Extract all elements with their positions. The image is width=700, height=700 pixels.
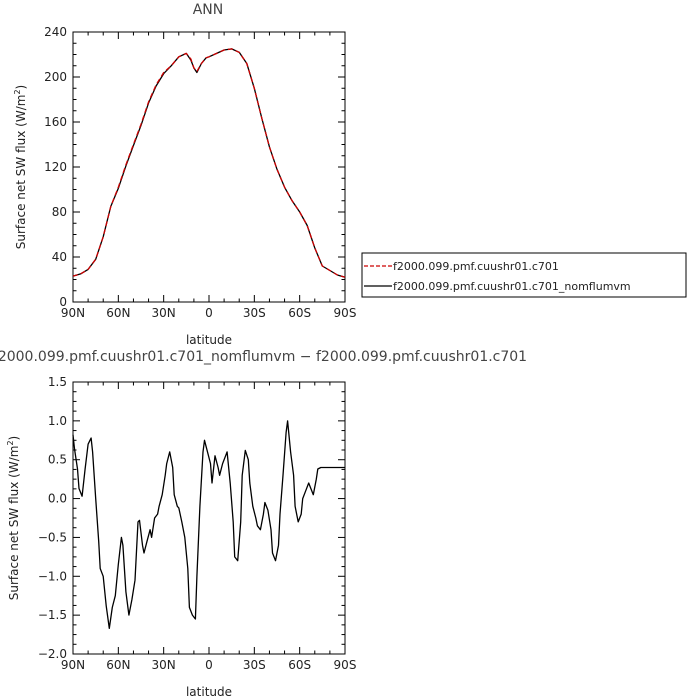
chart-top-ylabel-end: ) — [14, 85, 28, 90]
chart-top-xtick-label-0: 90N — [61, 306, 85, 320]
chart-bottom-x-ticks: 90N 60N 30N 0 30S 60S 90S — [61, 382, 357, 672]
legend-label-1: f2000.099.pmf.cuushr01.c701_nomflumvm — [393, 280, 631, 293]
chart-top-ytick-label-6: 240 — [44, 25, 67, 39]
chart-bottom-ytick-label-3: −0.5 — [38, 530, 67, 544]
chart-bottom-xlabel: latitude — [186, 685, 232, 699]
chart-bottom-xtick-label-2: 30N — [152, 658, 176, 672]
chart-bottom-ylabel-sup: 2 — [6, 440, 15, 445]
chart-top-ylabel-main: Surface net SW flux (W/m — [14, 95, 28, 250]
chart-top-x-ticks: 90N 60N 30N 0 30S 60S 90S — [61, 32, 357, 320]
chart-top-xtick-label-4: 30S — [243, 306, 266, 320]
chart-bottom-xtick-label-3: 0 — [205, 658, 213, 672]
chart-top-series-line-0 — [72, 48, 346, 278]
chart-bottom-ylabel-end: ) — [7, 436, 21, 441]
chart-top-ytick-label-1: 40 — [52, 250, 67, 264]
chart-top-ytick-label-0: 0 — [59, 295, 67, 309]
chart-top-ytick-label-5: 200 — [44, 70, 67, 84]
chart-bottom-xtick-label-6: 90S — [334, 658, 357, 672]
chart-bottom-title: f2000.099.pmf.cuushr01.c701_nomflumvm − … — [0, 349, 527, 365]
chart-top-ytick-label-4: 160 — [44, 115, 67, 129]
chart-bottom-ytick-label-5: 0.5 — [48, 453, 67, 467]
chart-top: ANN 90N 60N 30N 0 30S 60S 90S 0 40 80 120 160 200 24… — [13, 2, 687, 347]
chart-top-xtick-label-2: 30N — [152, 306, 176, 320]
chart-top-xtick-label-5: 60S — [288, 306, 311, 320]
chart-bottom-xtick-label-0: 90N — [61, 658, 85, 672]
legend-label-0: f2000.099.pmf.cuushr01.c701 — [393, 260, 559, 273]
chart-bottom-xtick-label-1: 60N — [106, 658, 130, 672]
chart-top-frame — [72, 31, 346, 303]
chart-top-ytick-label-3: 120 — [44, 160, 67, 174]
chart-top-legend: f2000.099.pmf.cuushr01.c701 f2000.099.pm… — [361, 252, 687, 298]
legend-box — [361, 252, 687, 298]
chart-top-xtick-label-3: 0 — [205, 306, 213, 320]
chart-top-series — [72, 48, 346, 278]
chart-bottom-ytick-label-6: 1.0 — [48, 414, 67, 428]
chart-bottom-series-line-0 — [72, 420, 345, 630]
chart-top-ytick-label-2: 80 — [52, 205, 67, 219]
chart-top-y-ticks: 0 40 80 120 160 200 240 — [44, 25, 345, 309]
chart-top-series-line-1 — [72, 48, 346, 278]
chart-bottom-xtick-label-5: 60S — [288, 658, 311, 672]
chart-bottom-xtick-label-4: 30S — [243, 658, 266, 672]
chart-top-ylabel-sup: 2 — [13, 89, 22, 94]
chart-top-xtick-label-6: 90S — [334, 306, 357, 320]
chart-bottom-ytick-label-4: 0.0 — [48, 492, 67, 506]
chart-top-ylabel: Surface net SW flux (W/m2) — [13, 85, 28, 249]
chart-bottom-series — [72, 420, 345, 630]
chart-bottom: f2000.099.pmf.cuushr01.c701_nomflumvm − … — [0, 349, 527, 699]
chart-bottom-ytick-label-7: 1.5 — [48, 375, 67, 389]
chart-top-xlabel: latitude — [186, 333, 232, 347]
chart-bottom-ytick-label-0: −2.0 — [38, 647, 67, 661]
chart-bottom-frame — [72, 381, 346, 655]
chart-top-title: ANN — [193, 2, 224, 18]
chart-bottom-y-ticks: −2.0 −1.5 −1.0 −0.5 0.0 0.5 1.0 1.5 — [38, 375, 345, 661]
chart-top-xtick-label-1: 60N — [106, 306, 130, 320]
chart-bottom-ylabel: Surface net SW flux (W/m2) — [6, 436, 21, 600]
chart-bottom-ytick-label-2: −1.0 — [38, 569, 67, 583]
chart-bottom-ylabel-main: Surface net SW flux (W/m — [7, 446, 21, 601]
chart-bottom-ytick-label-1: −1.5 — [38, 608, 67, 622]
